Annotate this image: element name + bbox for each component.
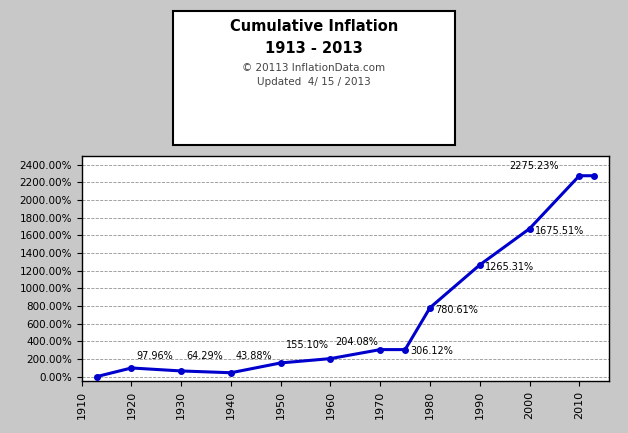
Text: 1913 - 2013: 1913 - 2013 (265, 41, 363, 56)
Text: 204.08%: 204.08% (335, 336, 378, 346)
Text: 43.88%: 43.88% (236, 351, 273, 361)
Text: 1265.31%: 1265.31% (485, 262, 534, 272)
Text: © 20113 InflationData.com: © 20113 InflationData.com (242, 63, 386, 73)
Text: 155.10%: 155.10% (286, 340, 328, 350)
Text: 64.29%: 64.29% (186, 351, 223, 361)
Text: 1675.51%: 1675.51% (534, 226, 584, 236)
Text: 780.61%: 780.61% (435, 305, 478, 315)
Text: Cumulative Inflation: Cumulative Inflation (230, 19, 398, 35)
Text: 2275.23%: 2275.23% (510, 161, 559, 171)
Text: Updated  4/ 15 / 2013: Updated 4/ 15 / 2013 (257, 77, 371, 87)
Text: 306.12%: 306.12% (410, 346, 453, 356)
Text: 97.96%: 97.96% (136, 351, 173, 361)
